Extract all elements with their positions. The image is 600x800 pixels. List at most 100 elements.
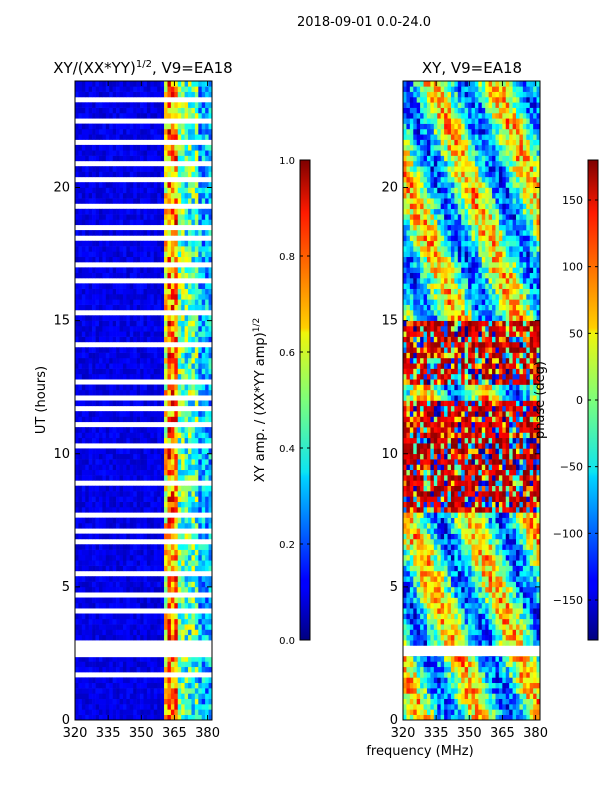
amplitude-cell	[109, 485, 113, 492]
amplitude-cell	[81, 544, 86, 550]
amplitude-cell	[109, 214, 113, 220]
amplitude-cell	[181, 389, 185, 396]
amplitude-cell	[188, 533, 192, 540]
amplitude-cell	[129, 107, 134, 114]
amplitude-cell	[191, 352, 196, 359]
amplitude-cell	[160, 656, 165, 662]
amplitude-cell	[160, 576, 165, 582]
phase-cell	[440, 688, 445, 694]
phase-cell	[478, 570, 483, 577]
phase-cell	[406, 672, 411, 678]
amplitude-cell	[191, 368, 196, 375]
amplitude-cell	[174, 517, 179, 524]
amplitude-cell	[160, 496, 165, 502]
amplitude-cell	[136, 182, 141, 188]
amplitude-cell	[116, 501, 120, 508]
phase-cell	[526, 618, 531, 625]
amplitude-cell	[78, 517, 83, 524]
amplitude-cell	[184, 576, 189, 582]
amplitude-cell	[112, 368, 117, 375]
amplitude-cell	[122, 464, 127, 471]
amplitude-cell	[81, 634, 86, 641]
phase-cell	[522, 624, 527, 630]
amplitude-cell	[146, 214, 151, 220]
phase-cell	[522, 570, 527, 577]
amplitude-cell	[85, 634, 89, 641]
amplitude-cell	[81, 618, 86, 625]
amplitude-cell	[129, 714, 134, 720]
amplitude-cell	[98, 437, 103, 444]
amplitude-cell	[205, 597, 209, 604]
amplitude-cell	[167, 155, 172, 162]
amplitude-cell	[133, 624, 137, 630]
amplitude-cell	[198, 320, 203, 327]
amplitude-cell	[112, 150, 117, 156]
phase-cell	[526, 570, 531, 577]
phase-cell	[403, 618, 407, 625]
amplitude-cell	[81, 91, 86, 98]
amplitude-cell	[170, 688, 175, 694]
amplitude-cell	[105, 230, 110, 236]
amplitude-cell	[146, 230, 151, 236]
phase-cell	[413, 613, 417, 620]
amplitude-cell	[164, 315, 168, 321]
amplitude-cell	[95, 368, 100, 375]
amplitude-cell	[78, 618, 83, 625]
amplitude-cell	[105, 331, 110, 337]
amplitude-cell	[116, 320, 120, 327]
amplitude-cell	[188, 554, 192, 561]
amplitude-cell	[119, 294, 124, 300]
phase-cell	[516, 613, 520, 620]
amplitude-cell	[174, 352, 179, 359]
phase-cell	[433, 592, 438, 598]
phase-cell	[471, 613, 476, 620]
amplitude-cell	[157, 182, 161, 188]
phase-cell	[454, 688, 459, 694]
amplitude-cell	[164, 693, 168, 699]
amplitude-cell	[85, 102, 89, 108]
amplitude-cell	[102, 368, 107, 375]
amplitude-cell	[102, 485, 107, 492]
amplitude-cell	[188, 507, 192, 513]
amplitude-cell	[88, 544, 93, 550]
amplitude-cell	[102, 618, 107, 625]
phase-cell	[478, 586, 483, 593]
amplitude-cell	[75, 187, 79, 194]
phase-cell	[519, 656, 524, 662]
phase-cell	[502, 661, 507, 668]
amplitude-cell	[194, 453, 199, 460]
amplitude-cell	[126, 485, 131, 492]
amplitude-cell	[140, 693, 144, 699]
amplitude-cell	[109, 272, 113, 279]
phase-cell	[485, 592, 489, 598]
amplitude-cell	[205, 86, 209, 92]
amplitude-cell	[95, 256, 100, 263]
amplitude-cell	[160, 459, 165, 465]
amplitude-cell	[129, 112, 134, 119]
amplitude-cell	[150, 128, 155, 135]
amplitude-cell	[181, 517, 185, 524]
amplitude-cell	[153, 230, 158, 236]
amplitude-cell	[157, 560, 161, 566]
amplitude-cell	[174, 128, 179, 135]
phase-cell	[416, 714, 421, 720]
phase-cell	[485, 581, 489, 588]
phase-cell	[450, 565, 455, 572]
amplitude-cell	[167, 373, 172, 380]
amplitude-cell	[201, 522, 206, 529]
amplitude-cell	[109, 560, 113, 566]
amplitude-cell	[126, 522, 131, 529]
amplitude-cell	[150, 134, 155, 140]
amplitude-cell	[177, 416, 182, 423]
amplitude-cell	[167, 150, 172, 156]
amplitude-cell	[81, 496, 86, 502]
amplitude-cell	[92, 389, 96, 396]
amplitude-cell	[164, 677, 168, 684]
phase-cell	[464, 629, 469, 636]
phase-cell	[492, 613, 496, 620]
phase-cell	[481, 602, 486, 609]
amplitude-cell	[81, 384, 86, 391]
amplitude-cell	[98, 389, 103, 396]
amplitude-cell	[136, 294, 141, 300]
phase-cell	[512, 656, 517, 662]
